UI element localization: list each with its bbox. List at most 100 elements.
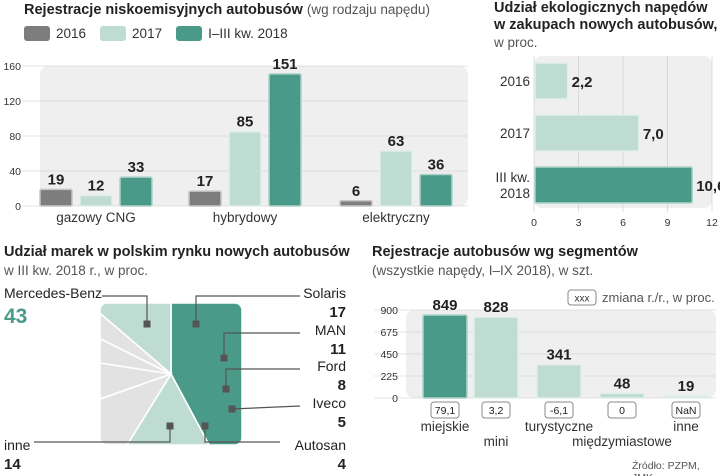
chart4-change-box bbox=[430, 401, 460, 419]
pie-label-autosan: Autosan bbox=[295, 437, 346, 453]
chart4-category-label: mini bbox=[484, 434, 509, 449]
pie-marker-inne bbox=[166, 422, 174, 430]
pie-marker-mercedes bbox=[143, 320, 151, 328]
chart2-category-label: III kw. bbox=[495, 170, 530, 185]
chart1-value-label: 12 bbox=[88, 178, 105, 195]
pie-marker-man bbox=[220, 354, 228, 362]
chart2-xtick-label: 9 bbox=[665, 217, 671, 229]
pie-slice-mercedes-benz bbox=[170, 303, 242, 445]
pie-connector-man bbox=[223, 332, 300, 358]
chart4-value-label: 48 bbox=[614, 375, 631, 392]
chart2-value-label: 2,2 bbox=[572, 74, 593, 91]
chart1-bar-elektryczny-2016 bbox=[339, 200, 373, 207]
chart1-bar-gazowy-cng-i-iii-kw-2018 bbox=[119, 176, 153, 207]
pie-label-ford: Ford bbox=[317, 358, 346, 374]
chart1-bar-hybrydowy-2017 bbox=[228, 130, 262, 207]
chart4-change-box bbox=[607, 401, 637, 419]
pie-connector-iveco bbox=[231, 405, 301, 410]
chart4-bar-mi-dzymiastowe bbox=[599, 392, 645, 399]
chart2-bar-iii-kw-2018 bbox=[534, 166, 693, 204]
chart1-category-label: hybrydowy bbox=[213, 210, 278, 225]
chart4-change-label: NaN bbox=[675, 405, 696, 417]
chart4-category-label: inne bbox=[673, 419, 699, 434]
chart4-value-label: 341 bbox=[546, 347, 571, 364]
chart4-change-label: -6,1 bbox=[550, 405, 568, 417]
pie-slice-iveco bbox=[100, 322, 172, 375]
chart4-ytick-label: 675 bbox=[380, 327, 398, 339]
chart2-xtick-label: 3 bbox=[576, 217, 582, 229]
chart1-value-label: 36 bbox=[428, 157, 445, 174]
pie-value-solaris: 17 bbox=[329, 304, 346, 321]
chart2-subtitle: w proc. bbox=[494, 35, 538, 50]
chart4-legend-box bbox=[567, 289, 597, 306]
source-note: Źródło: PZPM, JMK bbox=[632, 460, 700, 476]
chart1-bar-gazowy-cng-2016 bbox=[39, 188, 73, 207]
chart4-bar-turystyczne bbox=[536, 363, 582, 399]
chart4-change-box bbox=[544, 401, 574, 419]
chart2-category-label: 2017 bbox=[500, 126, 530, 141]
chart4-bar-inne bbox=[663, 395, 709, 399]
chart1-bar-hybrydowy-2016 bbox=[188, 190, 222, 207]
chart4-subtitle: (wszystkie napędy, I–IX 2018), w szt. bbox=[372, 263, 594, 278]
chart1-bar-gazowy-cng-2017 bbox=[79, 194, 113, 207]
chart2-title: Udział ekologicznych napędów w zakupach … bbox=[494, 0, 718, 33]
pie-connector-inne bbox=[34, 426, 171, 443]
chart3-title: Udział marek w polskim rynku nowych auto… bbox=[4, 244, 350, 260]
chart1-category-label: gazowy CNG bbox=[56, 210, 136, 225]
chart1-ytick-label: 120 bbox=[3, 96, 21, 108]
chart4-bar-miejskie bbox=[422, 314, 468, 399]
chart4-ytick-label: 0 bbox=[392, 393, 398, 405]
pie-slice-man bbox=[100, 372, 173, 445]
chart4-title: Rejestracje autobusów wg segmentów bbox=[372, 244, 638, 260]
chart4-ytick-label: 900 bbox=[380, 305, 398, 317]
chart4-change-label: 79,1 bbox=[435, 405, 456, 417]
chart4-category-label: turystyczne bbox=[525, 419, 593, 434]
legend-label-2017: 2017 bbox=[132, 26, 163, 41]
pie-marker-autosan bbox=[201, 422, 209, 430]
pie-label-mercedes-benz: Mercedes-Benz bbox=[4, 285, 102, 301]
pie-value-autosan: 4 bbox=[338, 456, 347, 473]
chart4-legend-box-text: xxx bbox=[575, 294, 590, 305]
chart1-legend: 2016 2017 I–III kw. 2018 bbox=[24, 26, 288, 41]
chart1-value-label: 151 bbox=[272, 56, 297, 73]
chart2-bar-2016 bbox=[534, 62, 569, 100]
pie-value-ford: 8 bbox=[338, 377, 346, 394]
chart4-change-box bbox=[671, 401, 701, 419]
pie-value-man: 11 bbox=[330, 341, 346, 358]
pie-marker-iveco bbox=[228, 405, 236, 413]
chart4-ytick-label: 450 bbox=[380, 349, 398, 361]
pie-slice-inne bbox=[100, 303, 172, 376]
chart2-category-label: 2018 bbox=[500, 186, 530, 201]
chart2-xtick-label: 6 bbox=[620, 217, 626, 229]
chart2-svg: 0 3 6 9 12 2,2 2016 7,0 2017 10,6 III kw.2018 bbox=[495, 56, 720, 229]
legend-label-2018: I–III kw. 2018 bbox=[208, 26, 288, 41]
chart2-value-label: 7,0 bbox=[643, 126, 664, 143]
pie-connector-mercedes bbox=[102, 295, 148, 324]
chart2-value-label: 10,6 bbox=[696, 178, 720, 195]
chart1-value-label: 63 bbox=[388, 133, 405, 150]
chart4-legend-text: zmiana r./r., w proc. bbox=[602, 290, 715, 305]
pie-marker-solaris bbox=[192, 320, 200, 328]
chart1-ytick-label: 0 bbox=[15, 201, 21, 213]
chart1-ytick-label: 80 bbox=[9, 131, 21, 143]
chart1-category-label: elektryczny bbox=[362, 210, 430, 225]
pie-slice-autosan bbox=[100, 303, 172, 375]
chart1-title: Rejestracje niskoemisyjnych autobusów (w… bbox=[24, 2, 430, 18]
pie-label-iveco: Iveco bbox=[313, 395, 347, 411]
chart3-frame bbox=[99, 302, 243, 446]
chart1-value-label: 17 bbox=[197, 173, 214, 190]
chart4-value-label: 828 bbox=[483, 299, 508, 316]
pie-value-iveco: 5 bbox=[338, 414, 346, 431]
chart4-change-box bbox=[481, 401, 511, 419]
chart4-svg: xxx zmiana r./r., w proc. 0 225 450 675 900 849… bbox=[374, 289, 716, 449]
chart4-change-label: 0 bbox=[619, 405, 625, 417]
chart1-svg: 0 40 80 120 160 19 12 33 gazowy CNG 17 85 151 hybryd… bbox=[3, 56, 468, 225]
pie-value-mercedes-benz: 43 bbox=[4, 305, 27, 328]
chart2-category-label: 2016 bbox=[500, 74, 530, 89]
legend-swatch-2016 bbox=[24, 26, 50, 41]
pie-label-man: MAN bbox=[315, 322, 346, 338]
pie-label-solaris: Solaris bbox=[303, 285, 346, 301]
pie-connector-ford bbox=[225, 368, 300, 389]
chart2-xtick-label: 0 bbox=[531, 217, 537, 229]
